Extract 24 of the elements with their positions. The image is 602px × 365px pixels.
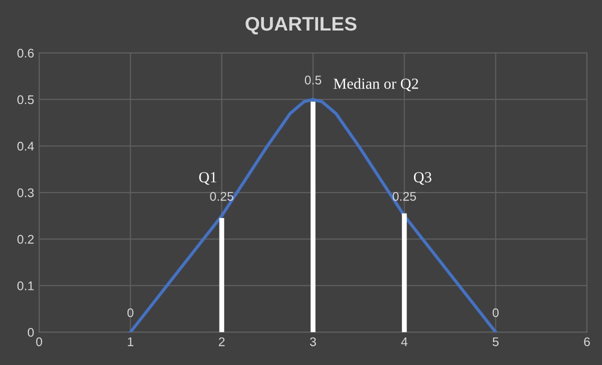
annotation: Q3	[414, 172, 432, 185]
data-label: 0	[492, 308, 499, 318]
x-tick-label: 5	[492, 337, 499, 346]
line-series	[128, 98, 498, 332]
data-label: 0.25	[210, 192, 234, 201]
y-tick-label: 0.6	[17, 48, 34, 58]
x-tick-label: 2	[218, 337, 225, 346]
y-tick-label: 0.2	[17, 234, 34, 244]
y-tick-label: 0	[28, 328, 34, 337]
data-label: 0	[127, 308, 134, 318]
x-tick-label: 1	[128, 337, 134, 346]
x-tick-label: 0	[36, 337, 42, 346]
x-tick-label: 3	[310, 337, 316, 346]
annotation: Median or Q2	[334, 78, 418, 92]
y-tick-label: 0.1	[17, 281, 34, 290]
chart-title: QUARTILES	[246, 16, 356, 34]
data-label: 0.5	[304, 76, 322, 84]
y-tick-label: 0.5	[17, 95, 34, 104]
annotation: Q1	[199, 172, 216, 185]
data-label: 0.25	[392, 192, 416, 201]
x-tick-label: 4	[401, 337, 408, 346]
y-tick-label: 0.4	[17, 142, 34, 151]
x-tick-label: 6	[584, 337, 590, 346]
y-tick-label: 0.3	[17, 188, 34, 198]
